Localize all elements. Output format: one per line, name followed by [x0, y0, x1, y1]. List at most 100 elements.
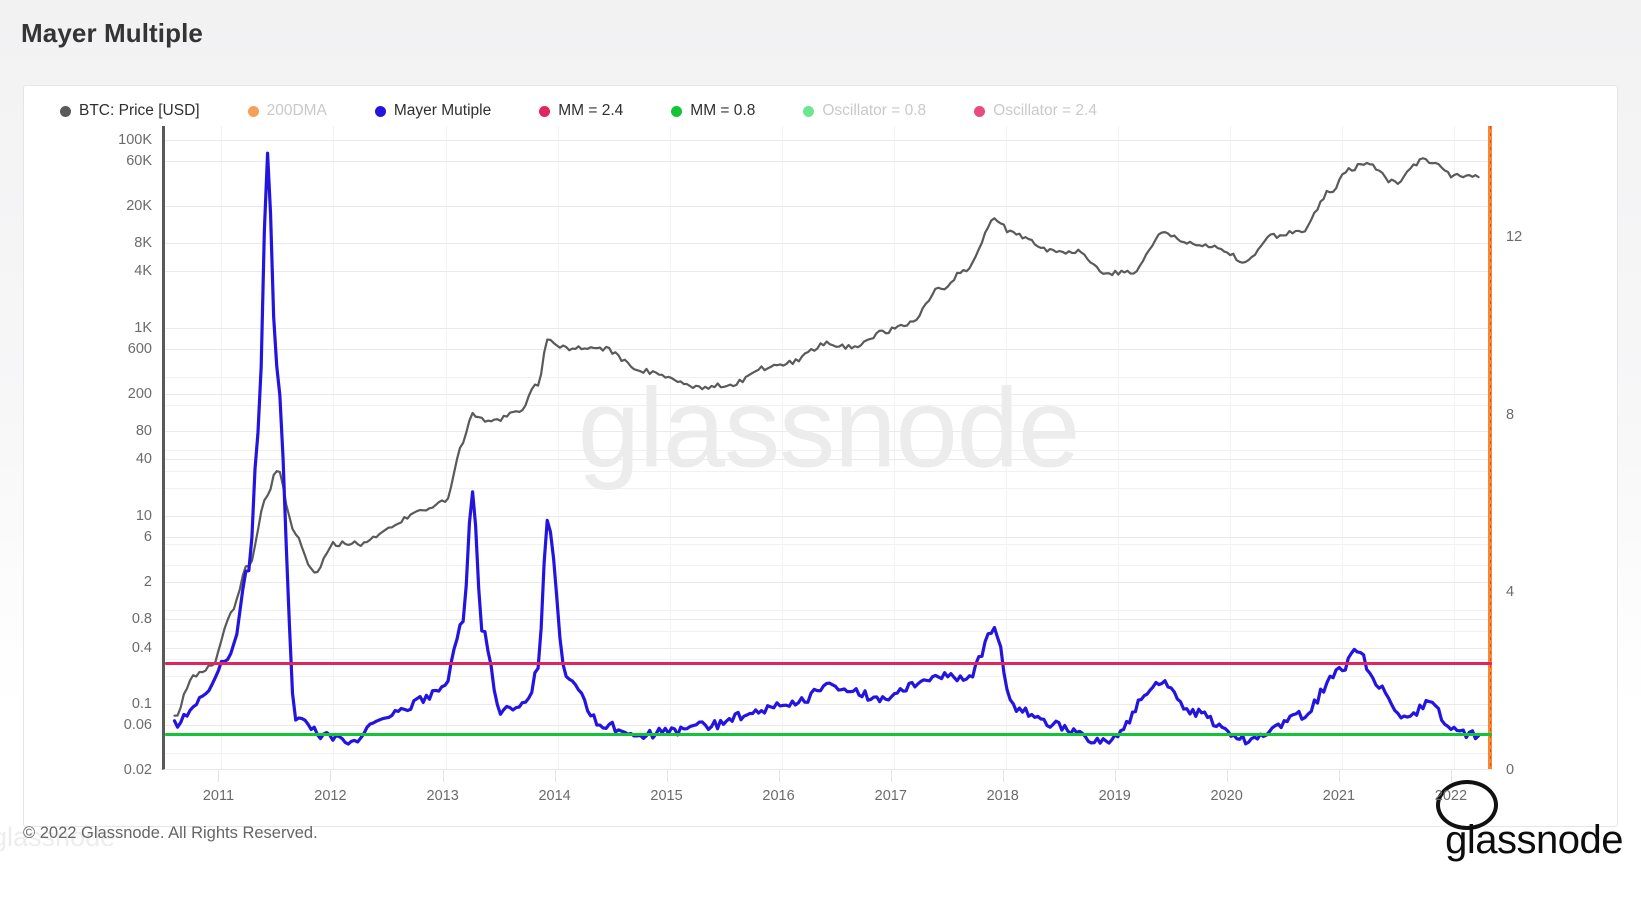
gridline-horizontal-minor: [165, 631, 1492, 633]
chart-legend[interactable]: BTC: Price [USD] 200DMA Mayer Mutiple MM = …: [24, 98, 1617, 124]
y-axis-left: 100K 60K 20K 8K 4K 1K 600 200 80 40 10 6 2 0.8 0.4 0.1 0…: [24, 126, 152, 778]
gridline-vertical: [893, 126, 895, 769]
plot-wrapper[interactable]: glassnode: [162, 126, 1498, 830]
gridline-vertical: [1229, 126, 1231, 769]
gridline-horizontal-minor: [165, 471, 1492, 473]
gridline-horizontal-minor: [165, 544, 1492, 546]
legend-item-2[interactable]: Mayer Mutiple: [374, 102, 492, 120]
legend-label: 200DMA: [266, 102, 327, 119]
y-tick-left: 0.8: [131, 611, 152, 628]
legend-dot-icon: [374, 105, 386, 117]
legend-item-1[interactable]: 200DMA: [247, 102, 327, 120]
y-axis-right: 12 8 4 0: [1506, 126, 1576, 778]
y-tick-left: 0.02: [123, 762, 152, 778]
legend-label: MM = 0.8: [690, 102, 756, 119]
gridline-vertical: [669, 126, 671, 769]
legend-dot-icon: [539, 105, 551, 117]
x-tick-mark: [554, 770, 556, 782]
chart-card: BTC: Price [USD] 200DMA Mayer Mutiple MM = …: [23, 85, 1618, 830]
x-tick-label: 2019: [1098, 788, 1131, 804]
y-tick-right: 12: [1506, 229, 1523, 246]
gridline-horizontal: [165, 348, 1492, 350]
legend-item-3[interactable]: MM = 2.4: [539, 102, 623, 120]
x-tick-label: 2015: [650, 788, 683, 804]
y-tick-left: 4K: [134, 263, 152, 280]
legend-label: BTC: Price [USD]: [79, 102, 200, 119]
legend-label: Oscillator = 2.4: [993, 102, 1097, 119]
x-tick-mark: [1338, 770, 1340, 782]
y-tick-right: 0: [1506, 762, 1515, 778]
y-tick-left: 100K: [118, 131, 152, 148]
legend-label: Mayer Mutiple: [393, 102, 492, 119]
y-tick-left: 1K: [134, 319, 152, 336]
y-tick-left: 0.06: [123, 717, 152, 734]
gridline-horizontal: [165, 271, 1492, 273]
y-tick-left: 60K: [126, 152, 152, 169]
gridline-vertical: [1453, 126, 1455, 769]
legend-dot-icon: [60, 105, 71, 117]
y-tick-left: 0.1: [131, 696, 152, 713]
gridline-vertical: [1117, 126, 1119, 769]
legend-dot-icon: [671, 105, 683, 117]
gridline-horizontal: [165, 327, 1492, 329]
gridline-horizontal: [165, 205, 1492, 207]
x-tick-label: 2012: [314, 788, 347, 804]
gridline-vertical: [1005, 126, 1007, 769]
x-tick-mark: [1450, 770, 1452, 782]
y-tick-left: 20K: [126, 197, 152, 214]
x-tick-label: 2022: [1434, 788, 1468, 804]
gridline-horizontal-minor: [165, 377, 1492, 379]
gridline-horizontal: [165, 619, 1492, 621]
legend-dot-icon: [803, 105, 815, 117]
y-tick-left: 2: [143, 573, 152, 590]
gridline-horizontal-minor: [165, 659, 1492, 661]
legend-dot-icon: [974, 105, 986, 117]
y-tick-left: 6: [143, 528, 152, 545]
gridline-horizontal: [165, 647, 1492, 649]
gridline-vertical: [781, 126, 783, 769]
x-tick-label: 2018: [986, 788, 1019, 804]
x-tick-mark: [1226, 770, 1228, 782]
gridline-horizontal-minor: [165, 753, 1492, 755]
x-tick-label: 2016: [762, 788, 795, 804]
y-tick-left: 40: [135, 451, 152, 468]
x-tick-label: 2011: [202, 788, 235, 804]
x-tick-mark: [442, 770, 444, 782]
series-canvas: [172, 151, 1481, 746]
gridline-horizontal: [165, 516, 1492, 518]
series-line-mayer-multiple: [172, 151, 1481, 746]
x-tick-mark: [666, 770, 668, 782]
series-line-btc-price: [173, 157, 1480, 717]
x-tick-mark: [778, 770, 780, 782]
gridline-vertical: [333, 126, 335, 769]
gridline-horizontal: [165, 725, 1492, 727]
x-tick-mark: [1002, 770, 1004, 782]
legend-item-6[interactable]: Oscillator = 2.4: [974, 102, 1097, 120]
gridline-horizontal-minor: [165, 610, 1492, 612]
legend-label: MM = 2.4: [558, 102, 624, 119]
y-tick-left: 10: [135, 508, 152, 525]
x-tick-mark: [1114, 770, 1116, 782]
gridline-vertical: [557, 126, 559, 769]
y-tick-left: 200: [127, 385, 152, 402]
gridline-vertical: [1341, 126, 1343, 769]
gridline-horizontal: [165, 160, 1492, 162]
gridline-horizontal: [165, 536, 1492, 538]
legend-item-5[interactable]: Oscillator = 0.8: [803, 102, 926, 120]
reference-line-1: [165, 732, 1492, 736]
x-tick-label: 2017: [874, 788, 907, 804]
gridline-vertical: [445, 126, 447, 769]
brand-logo: glassnode: [1445, 818, 1623, 862]
gridline-horizontal: [165, 581, 1492, 583]
y-tick-left: 80: [135, 423, 152, 440]
gridline-horizontal-minor: [165, 675, 1492, 677]
right-axis-ticks: [1490, 126, 1491, 769]
legend-item-4[interactable]: MM = 0.8: [671, 102, 755, 120]
y-tick-right: 4: [1506, 584, 1515, 601]
y-tick-right: 8: [1506, 406, 1515, 423]
gridline-horizontal-minor: [165, 487, 1492, 489]
gridline-horizontal: [165, 139, 1492, 141]
legend-item-0[interactable]: BTC: Price [USD]: [60, 102, 200, 120]
gridline-horizontal: [165, 393, 1492, 395]
plot-area[interactable]: glassnode: [162, 126, 1492, 770]
